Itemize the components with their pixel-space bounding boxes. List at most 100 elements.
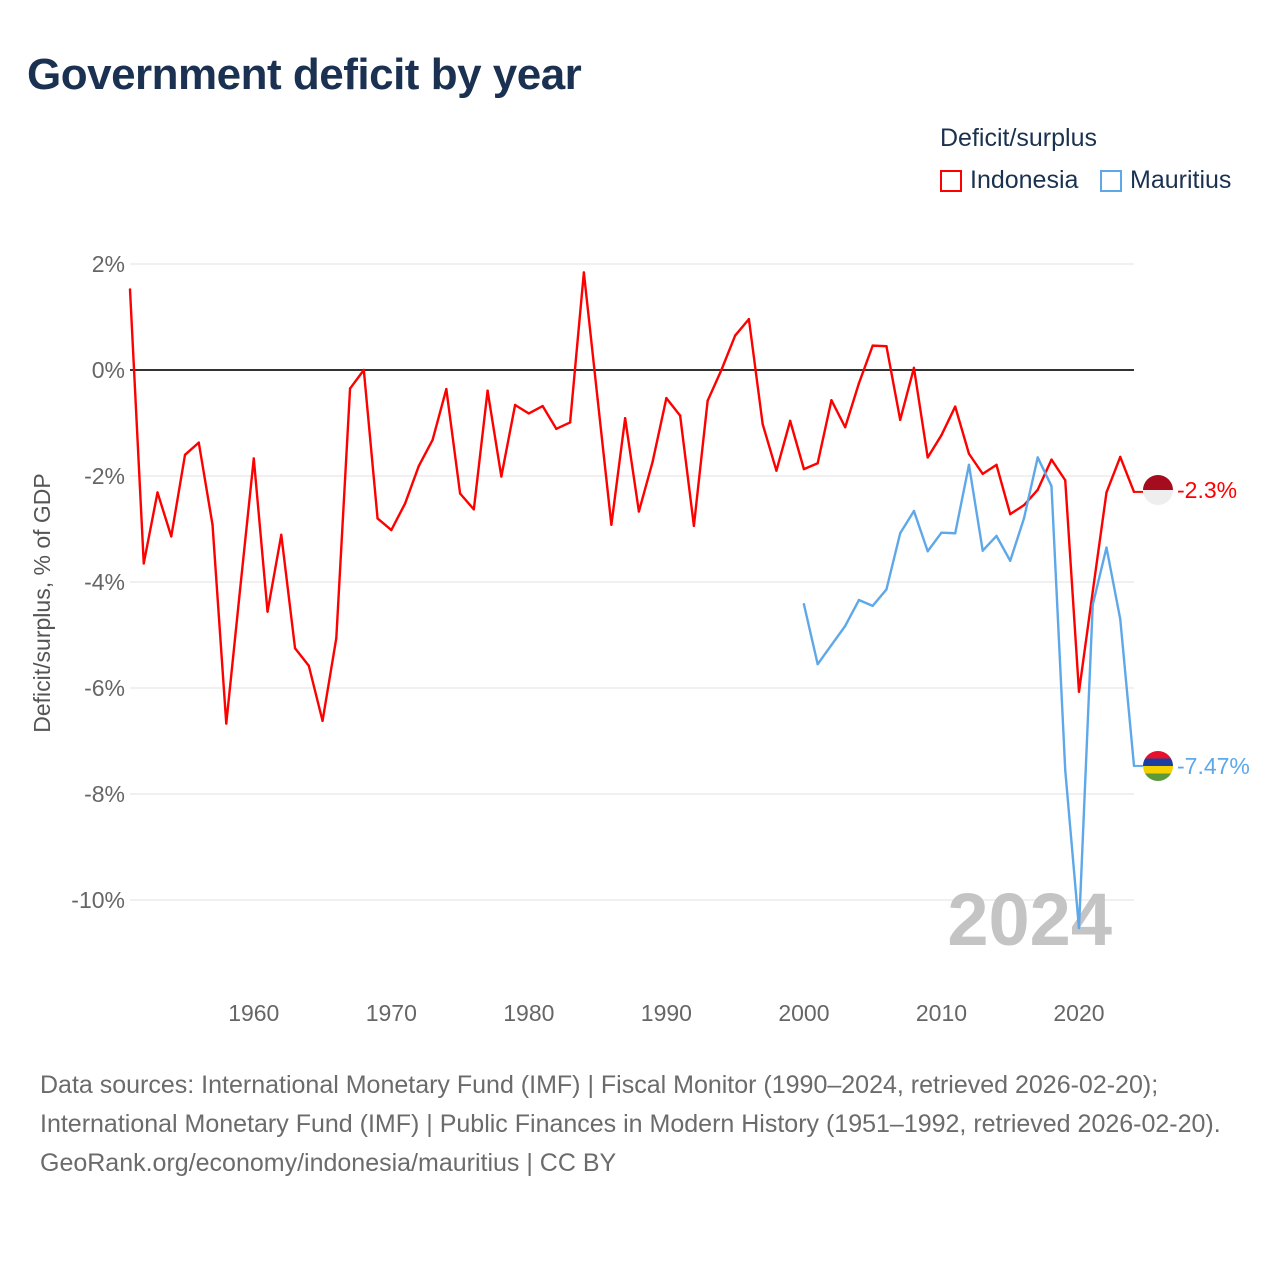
data-point-indonesia xyxy=(995,463,998,467)
data-point-indonesia xyxy=(458,492,462,495)
data-point-indonesia xyxy=(445,387,448,391)
series-line-indonesia xyxy=(128,271,1136,725)
data-point-indonesia xyxy=(321,719,324,723)
data-sources: Data sources: International Monetary Fun… xyxy=(40,1071,1221,1138)
flag-mauritius-icon xyxy=(1143,751,1173,781)
data-point-indonesia xyxy=(885,344,888,348)
x-tick-label: 1990 xyxy=(641,1000,692,1026)
data-point-indonesia xyxy=(816,462,819,465)
legend-label-indonesia: Indonesia xyxy=(970,166,1079,194)
data-point-indonesia xyxy=(527,412,531,415)
data-point-indonesia xyxy=(926,456,929,459)
y-tick-label: 2% xyxy=(92,251,125,277)
y-tick-label: -10% xyxy=(71,887,125,913)
data-point-indonesia xyxy=(568,421,572,424)
data-point-mauritius xyxy=(843,624,847,628)
data-point-mauritius xyxy=(1050,484,1053,488)
data-point-indonesia xyxy=(376,517,379,520)
data-point-indonesia xyxy=(1077,690,1081,693)
data-point-indonesia xyxy=(830,399,833,402)
data-point-indonesia xyxy=(390,528,393,532)
data-point-indonesia xyxy=(967,452,971,455)
data-point-mauritius xyxy=(830,643,833,647)
data-point-indonesia xyxy=(788,419,792,423)
x-tick-label: 2000 xyxy=(778,1000,829,1026)
y-tick-label: -6% xyxy=(84,675,125,701)
series-line-mauritius xyxy=(802,456,1136,930)
data-point-indonesia xyxy=(706,399,709,402)
data-point-indonesia xyxy=(761,422,764,426)
data-point-mauritius xyxy=(1036,456,1039,459)
y-tick-label: -8% xyxy=(84,781,125,807)
data-point-mauritius xyxy=(1064,768,1067,772)
data-point-indonesia xyxy=(898,418,902,422)
data-point-mauritius xyxy=(912,509,916,513)
data-point-indonesia xyxy=(238,588,242,592)
data-point-mauritius xyxy=(857,598,861,602)
data-point-indonesia xyxy=(335,636,338,640)
data-point-indonesia xyxy=(403,502,407,505)
y-tick-label: -4% xyxy=(84,569,125,595)
data-point-indonesia xyxy=(637,510,641,513)
data-point-indonesia xyxy=(940,433,943,437)
data-point-indonesia xyxy=(692,524,696,528)
data-point-indonesia xyxy=(1091,590,1094,593)
data-point-indonesia xyxy=(252,457,255,460)
data-point-indonesia xyxy=(142,562,145,565)
data-point-indonesia xyxy=(1119,455,1122,459)
data-point-indonesia xyxy=(651,460,654,463)
data-point-indonesia xyxy=(857,382,861,385)
data-point-indonesia xyxy=(431,438,434,442)
data-point-indonesia xyxy=(513,403,517,407)
credit-link[interactable]: GeoRank.org/economy/indonesia/mauritius … xyxy=(40,1149,617,1177)
data-point-indonesia xyxy=(678,414,682,417)
y-tick-label: -2% xyxy=(84,463,125,489)
legend-item-indonesia[interactable]: Indonesia xyxy=(940,166,1078,195)
data-point-mauritius xyxy=(1077,926,1081,930)
data-point-indonesia xyxy=(623,417,627,420)
data-point-indonesia xyxy=(747,317,751,321)
legend-item-mauritius[interactable]: Mauritius xyxy=(1100,166,1231,195)
data-point-mauritius xyxy=(1105,546,1108,549)
legend-title: Deficit/surplus xyxy=(940,124,1097,152)
data-point-indonesia xyxy=(1050,458,1053,461)
data-point-indonesia xyxy=(183,453,187,456)
data-point-indonesia xyxy=(775,469,778,472)
data-point-mauritius xyxy=(1022,517,1026,520)
data-point-indonesia xyxy=(472,508,476,511)
data-point-indonesia xyxy=(720,368,723,372)
data-point-indonesia xyxy=(954,405,957,408)
x-tick-label: 1980 xyxy=(503,1000,554,1026)
data-point-indonesia xyxy=(307,664,310,667)
data-point-indonesia xyxy=(1036,488,1039,491)
legend-label-mauritius: Mauritius xyxy=(1130,166,1232,194)
data-point-mauritius xyxy=(816,662,819,666)
data-point-indonesia xyxy=(1064,479,1067,482)
x-tick-label: 2020 xyxy=(1053,1000,1104,1026)
data-point-indonesia xyxy=(912,366,916,370)
data-point-indonesia xyxy=(417,464,421,468)
data-point-mauritius xyxy=(954,532,957,535)
data-point-mauritius xyxy=(802,603,806,606)
data-point-mauritius xyxy=(1091,603,1094,606)
data-point-indonesia xyxy=(211,523,214,526)
legend-swatch-indonesia xyxy=(940,169,962,192)
data-point-mauritius xyxy=(967,463,971,467)
chart-title: Government deficit by year xyxy=(27,50,582,99)
data-point-mauritius xyxy=(1132,764,1136,768)
data-point-mauritius xyxy=(995,534,998,538)
x-tick-label: 1970 xyxy=(366,1000,417,1026)
data-point-mauritius xyxy=(898,532,902,535)
data-point-mauritius xyxy=(981,549,984,552)
data-point-indonesia xyxy=(1022,503,1026,507)
data-point-indonesia xyxy=(665,396,668,400)
data-point-indonesia xyxy=(610,523,613,526)
data-point-indonesia xyxy=(733,334,737,337)
data-point-indonesia xyxy=(225,722,228,725)
data-point-indonesia xyxy=(266,610,269,613)
end-label-mauritius: -7.47% xyxy=(1177,753,1250,779)
data-point-indonesia xyxy=(156,491,159,494)
data-point-indonesia xyxy=(596,397,599,401)
data-point-indonesia xyxy=(348,387,352,390)
x-tick-label: 1960 xyxy=(228,1000,279,1026)
